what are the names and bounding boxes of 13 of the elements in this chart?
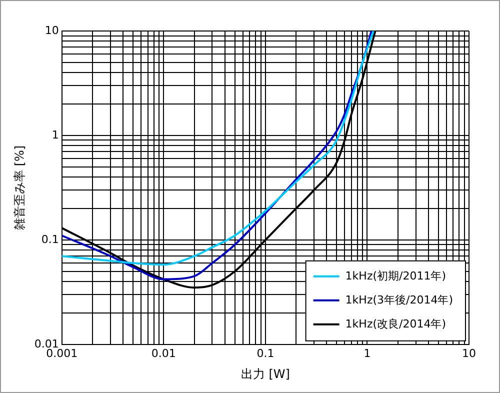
- x-tick-label: 1: [364, 346, 371, 360]
- x-tick-label: 0.1: [256, 346, 274, 360]
- legend-label: 1kHz(初期/2011年): [345, 269, 446, 282]
- x-tick-label: 0.01: [151, 346, 176, 360]
- legend-label: 1kHz(3年後/2014年): [345, 293, 454, 306]
- y-tick-label: 1: [52, 128, 59, 142]
- y-tick-label: 10: [44, 24, 59, 37]
- y-axis-title: 雑音歪み率 [%]: [12, 145, 26, 230]
- y-tick-label: 0.1: [41, 232, 59, 246]
- x-tick-label: 0.001: [46, 346, 78, 360]
- x-axis-title: 出力 [W]: [240, 366, 290, 381]
- x-tick-label: 10: [462, 346, 476, 360]
- legend-label: 1kHz(改良/2014年): [345, 317, 446, 330]
